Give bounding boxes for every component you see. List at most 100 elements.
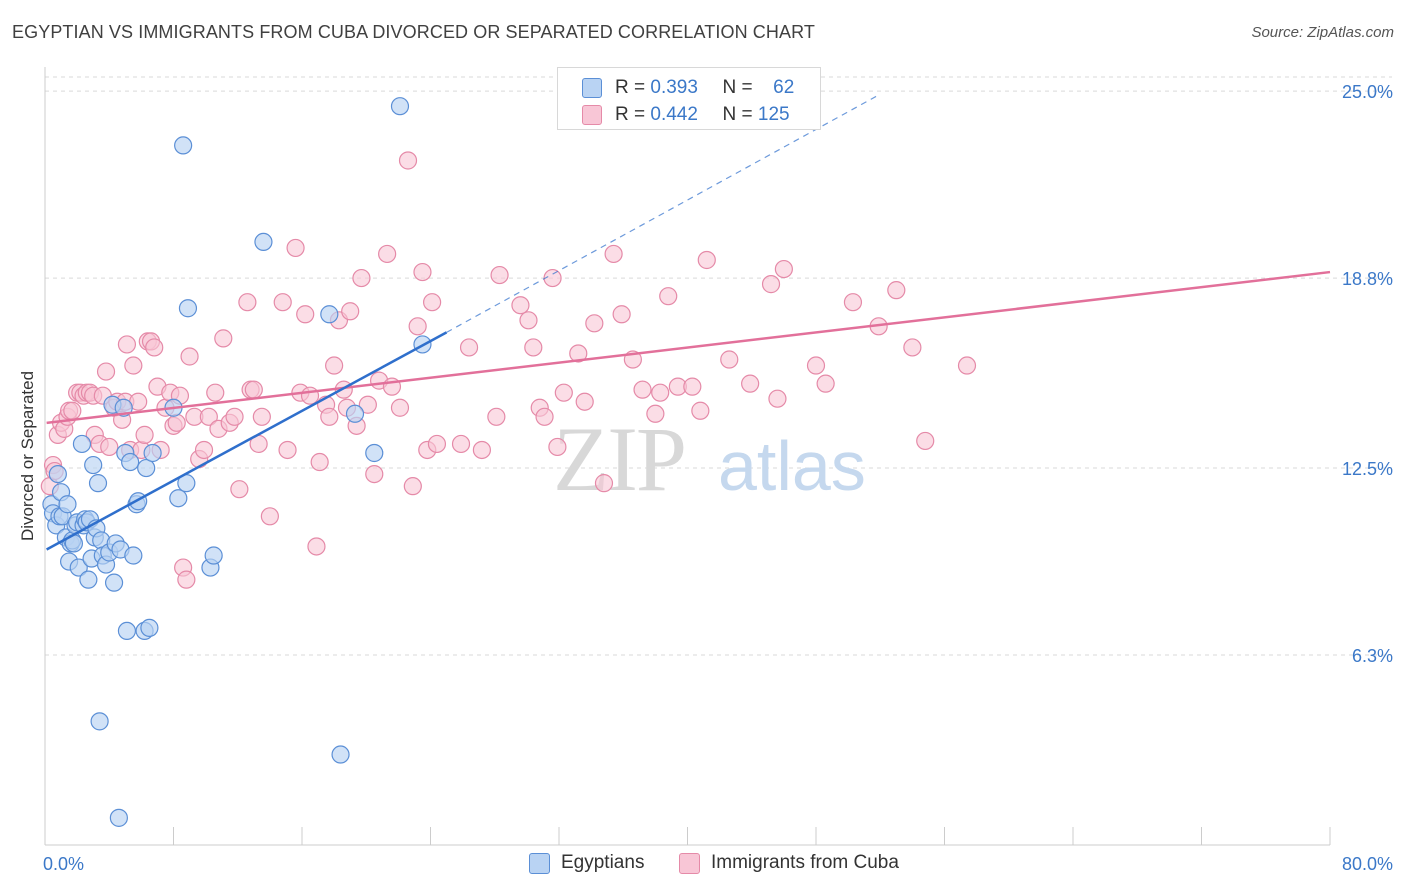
cuba-point xyxy=(214,329,233,348)
cuba-point xyxy=(768,389,787,408)
cuba-point xyxy=(585,314,604,333)
egyptians-point xyxy=(390,97,410,116)
cuba-point xyxy=(252,407,271,426)
legend-label-egyptians: Egyptians xyxy=(561,852,645,873)
series-egyptians-points xyxy=(42,97,432,827)
egyptians-point xyxy=(104,573,124,592)
cuba-point xyxy=(697,250,716,270)
cuba-point xyxy=(378,244,397,264)
cuba-point xyxy=(543,268,562,288)
cuba-point xyxy=(594,474,614,493)
egyptians-point xyxy=(143,443,162,463)
cuba-point xyxy=(225,407,244,426)
cuba-point xyxy=(459,338,479,357)
cuba-point xyxy=(659,287,678,306)
cuba-point xyxy=(569,344,588,363)
egyptians-point xyxy=(114,398,133,417)
cuba-point xyxy=(194,440,214,460)
cuba-point xyxy=(720,350,739,369)
cuba-point xyxy=(325,356,344,375)
egyptians-point xyxy=(109,808,128,827)
egyptians-point xyxy=(137,458,156,478)
egyptians-trend-extension xyxy=(446,93,881,333)
cuba-point xyxy=(238,293,257,312)
legend-swatch-cuba xyxy=(679,853,700,874)
cuba-point xyxy=(957,356,977,375)
egyptians-point xyxy=(124,546,143,565)
x-tick-label: 0.0% xyxy=(43,854,84,874)
egyptians-point xyxy=(331,745,350,764)
cuba-point xyxy=(741,374,760,393)
cuba-point xyxy=(296,305,315,324)
cuba-point xyxy=(487,407,506,426)
cuba-point xyxy=(691,401,710,420)
cuba-point xyxy=(843,293,863,312)
egyptians-point xyxy=(84,455,103,475)
cuba-point xyxy=(403,477,422,496)
y-tick-label: 12.5% xyxy=(1342,459,1393,479)
chart-title: EGYPTIAN VS IMMIGRANTS FROM CUBA DIVORCE… xyxy=(12,22,815,42)
cuba-point xyxy=(135,425,154,444)
cuba-point xyxy=(519,311,538,330)
cuba-point xyxy=(535,407,554,426)
y-axis-label: Divorced or Separated xyxy=(18,370,37,542)
cuba-point xyxy=(278,440,297,460)
egyptians-point xyxy=(90,712,109,731)
y-tick-label: 25.0% xyxy=(1342,82,1393,102)
stats-box: R = 0.393 N = 62 R = 0.442 N = 125 xyxy=(557,67,821,130)
cuba-point xyxy=(451,434,471,454)
cuba-point xyxy=(408,317,427,336)
cuba-point xyxy=(124,356,143,375)
x-tick-label: 80.0% xyxy=(1342,854,1393,874)
cuba-point xyxy=(646,404,665,423)
egyptians-point xyxy=(140,618,159,637)
egyptians-point xyxy=(174,136,193,155)
stats-n-label: N = xyxy=(722,77,753,98)
cuba-point xyxy=(761,275,781,294)
cuba-point xyxy=(413,262,432,282)
egyptians-point xyxy=(204,546,223,565)
egyptians-point xyxy=(169,489,188,508)
stats-n-label: N = xyxy=(722,104,753,125)
cuba-point xyxy=(806,356,826,375)
egyptians-trend-line xyxy=(46,331,448,551)
stats-r-label: R = xyxy=(615,104,646,125)
cuba-point xyxy=(206,383,225,402)
cuba-point xyxy=(916,431,935,451)
cuba-point xyxy=(887,281,906,300)
stats-swatch-cuba xyxy=(582,105,602,125)
watermark-atlas: atlas xyxy=(718,427,866,505)
cuba-point xyxy=(651,383,670,402)
cuba-point xyxy=(307,537,326,556)
cuba-point xyxy=(273,293,292,312)
stats-n-value: 125 xyxy=(757,104,790,125)
cuba-point xyxy=(774,259,793,279)
cuba-point xyxy=(260,507,279,526)
cuba-point xyxy=(511,296,530,315)
cuba-point xyxy=(167,413,186,432)
cuba-point xyxy=(604,244,623,264)
stats-swatch-egyptians xyxy=(582,78,602,98)
legend-label-cuba: Immigrants from Cuba xyxy=(711,852,899,873)
cuba-point xyxy=(358,395,377,414)
stats-r-label: R = xyxy=(615,77,646,98)
series-cuba-points xyxy=(40,151,977,589)
cuba-point xyxy=(427,434,447,454)
egyptians-point xyxy=(72,434,92,454)
cuba-point xyxy=(554,383,573,402)
cuba-point xyxy=(96,362,116,381)
tick-labels: 6.3% 12.5% 18.8% 25.0% 0.0% 80.0% xyxy=(43,82,1393,874)
cuba-point xyxy=(300,386,320,405)
cuba-point xyxy=(423,293,442,312)
stats-n-value: 62 xyxy=(773,77,795,98)
egyptians-point xyxy=(117,621,137,640)
cuba-point xyxy=(145,338,164,357)
cuba-point xyxy=(320,407,339,426)
cuba-point xyxy=(352,268,371,288)
stats-r-value: 0.442 xyxy=(650,104,698,125)
trend-lines xyxy=(46,93,1331,551)
cuba-point xyxy=(180,347,199,366)
egyptians-point xyxy=(88,474,108,493)
cuba-point xyxy=(63,401,82,420)
